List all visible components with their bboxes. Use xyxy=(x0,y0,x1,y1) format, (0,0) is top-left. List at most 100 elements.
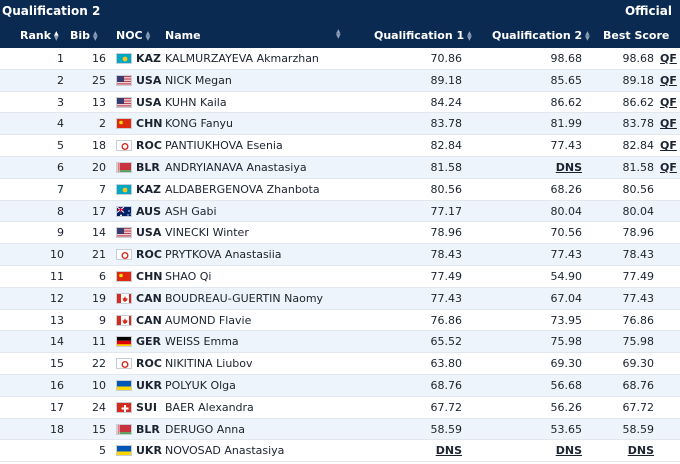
qualification-2-score: 69.30 xyxy=(550,357,583,371)
results-table-body: 1 16 KAZ KALMURZAYEVA Akmarzhan 70.86 98… xyxy=(0,48,680,463)
qualified-badge: QF xyxy=(660,139,677,153)
table-row[interactable]: 13 9 CAN AUMOND Flavie 76.86 73.95 76.86 xyxy=(0,310,680,332)
rank-cell: 11 xyxy=(50,269,64,283)
athlete-name[interactable]: VINECKI Winter xyxy=(165,226,249,240)
table-row[interactable]: 1 16 KAZ KALMURZAYEVA Akmarzhan 70.86 98… xyxy=(0,48,680,70)
noc-cell: AUS xyxy=(136,204,162,218)
rank-cell: 5 xyxy=(57,139,64,153)
athlete-name[interactable]: NICK Megan xyxy=(165,73,232,87)
athlete-name[interactable]: WEISS Emma xyxy=(165,335,239,349)
rank-cell: 10 xyxy=(50,248,64,262)
can-flag-icon xyxy=(116,314,132,326)
rank-cell: 1 xyxy=(57,52,64,65)
qualification-2-score: 85.65 xyxy=(550,73,583,87)
best-score: 67.72 xyxy=(622,400,655,414)
table-row[interactable]: 15 22 ROC NIKITINA Liubov 63.80 69.30 69… xyxy=(0,353,680,375)
athlete-name[interactable]: KUHN Kaila xyxy=(165,95,227,109)
rank-cell: 2 xyxy=(57,73,64,87)
table-row[interactable]: 3 13 USA KUHN Kaila 84.24 86.62 86.62 QF xyxy=(0,92,680,114)
rank-cell: 14 xyxy=(50,335,64,349)
noc-cell: ROC xyxy=(136,357,162,371)
usa-flag-icon xyxy=(116,96,132,108)
column-header-rank[interactable]: Rank ▲ ▼ xyxy=(20,29,59,42)
noc-cell: USA xyxy=(136,73,162,87)
athlete-name[interactable]: SHAO Qi xyxy=(165,269,212,283)
athlete-name[interactable]: NOVOSAD Anastasiya xyxy=(165,444,285,458)
qualification-2-score: 70.56 xyxy=(550,226,583,240)
table-row[interactable]: 18 15 BLR DERUGO Anna 58.59 53.65 58.59 xyxy=(0,418,680,441)
bib-cell: 19 xyxy=(92,291,106,305)
athlete-name[interactable]: AUMOND Flavie xyxy=(165,313,252,327)
best-score: 78.43 xyxy=(622,248,655,262)
table-row[interactable]: 5 UKR NOVOSAD Anastasiya DNS DNS DNS xyxy=(0,440,680,463)
athlete-name[interactable]: PANTIUKHOVA Esenia xyxy=(165,139,283,153)
athlete-name[interactable]: POLYUK Olga xyxy=(165,378,236,392)
best-score: 86.62 xyxy=(622,95,655,109)
noc-cell: CHN xyxy=(136,269,163,283)
athlete-name[interactable]: KONG Fanyu xyxy=(165,117,234,131)
qualification-1-score: 81.58 xyxy=(430,160,463,174)
rank-cell: 9 xyxy=(57,226,64,240)
qualification-1-score: 80.56 xyxy=(430,182,463,196)
best-score: 76.86 xyxy=(622,313,655,327)
column-label: Name xyxy=(165,29,201,42)
noc-cell: ROC xyxy=(136,139,162,153)
best-score: 75.98 xyxy=(622,335,655,349)
table-row[interactable]: 5 18 ROC PANTIUKHOVA Esenia 82.84 77.43 … xyxy=(0,135,680,157)
athlete-name[interactable]: ASH Gabi xyxy=(165,204,217,218)
noc-cell: BLR xyxy=(136,160,160,174)
noc-cell: KAZ xyxy=(136,182,162,196)
column-label: Qualification 2 xyxy=(492,29,583,42)
athlete-name[interactable]: PRYTKOVA Anastasiia xyxy=(165,248,282,262)
table-row[interactable]: 8 17 AUS ASH Gabi 77.17 80.04 80.04 xyxy=(0,200,680,223)
table-row[interactable]: 4 2 CHN KONG Fanyu 83.78 81.99 83.78 QF xyxy=(0,113,680,136)
qualification-1-score: 78.96 xyxy=(430,226,463,240)
athlete-name[interactable]: BOUDREAU-GUERTIN Naomy xyxy=(165,291,324,305)
athlete-name[interactable]: DERUGO Anna xyxy=(165,422,246,436)
table-row[interactable]: 11 6 CHN SHAO Qi 77.49 54.90 77.49 xyxy=(0,266,680,288)
column-header-best-score[interactable]: Best Score xyxy=(603,29,669,42)
rank-cell: 3 xyxy=(57,95,64,109)
table-header: Rank ▲ ▼ Bib ▲ ▼ NOC ▲ ▼ Name ▲ ▼ Qualificat… xyxy=(0,24,680,48)
athlete-name[interactable]: BAER Alexandra xyxy=(165,400,254,414)
bib-cell: 20 xyxy=(92,160,106,174)
page-title: Qualification 2 xyxy=(2,4,101,18)
table-row[interactable]: 12 19 CAN BOUDREAU-GUERTIN Naomy 77.43 6… xyxy=(0,287,680,310)
best-score: 80.56 xyxy=(622,182,655,196)
noc-cell: UKR xyxy=(136,444,162,458)
usa-flag-icon xyxy=(116,74,132,86)
bib-cell: 22 xyxy=(92,357,106,371)
qualification-2-score: 86.62 xyxy=(550,95,583,109)
table-row[interactable]: 2 25 USA NICK Megan 89.18 85.65 89.18 QF xyxy=(0,69,680,92)
qualification-2-score: 77.43 xyxy=(550,139,583,153)
athlete-name[interactable]: NIKITINA Liubov xyxy=(165,357,253,371)
column-header-qualification-1[interactable]: Qualification 1 ▲ ▼ xyxy=(374,29,472,42)
bib-cell: 10 xyxy=(92,378,106,392)
bib-cell: 13 xyxy=(92,95,106,109)
column-header-noc[interactable]: NOC ▲ ▼ xyxy=(116,29,150,42)
table-row[interactable]: 7 7 KAZ ALDABERGENOVA Zhanbota 80.56 68.… xyxy=(0,179,680,201)
qualification-1-score: 58.59 xyxy=(430,422,463,436)
best-score: 81.58 xyxy=(622,160,655,174)
noc-cell: KAZ xyxy=(136,52,162,65)
table-row[interactable]: 17 24 SUI BAER Alexandra 67.72 56.26 67.… xyxy=(0,397,680,419)
athlete-name[interactable]: ALDABERGENOVA Zhanbota xyxy=(165,182,320,196)
column-header-name-sort[interactable]: ▲ ▼ xyxy=(336,29,341,40)
athlete-name[interactable]: ANDRYIANAVA Anastasiya xyxy=(165,160,307,174)
best-score: 82.84 xyxy=(622,139,655,153)
athlete-name[interactable]: KALMURZAYEVA Akmarzhan xyxy=(165,52,319,65)
qualification-2-score: 77.43 xyxy=(550,248,583,262)
table-row[interactable]: 14 11 GER WEISS Emma 65.52 75.98 75.98 xyxy=(0,331,680,354)
table-row[interactable]: 16 10 UKR POLYUK Olga 68.76 56.68 68.76 xyxy=(0,374,680,397)
table-row[interactable]: 10 21 ROC PRYTKOVA Anastasiia 78.43 77.4… xyxy=(0,244,680,266)
column-header-qualification-2[interactable]: Qualification 2 ▲ ▼ xyxy=(492,29,590,42)
table-row[interactable]: 9 14 USA VINECKI Winter 78.96 70.56 78.9… xyxy=(0,222,680,245)
column-header-name[interactable]: Name xyxy=(165,29,201,42)
ger-flag-icon xyxy=(116,336,132,348)
column-header-bib[interactable]: Bib ▲ ▼ xyxy=(70,29,98,42)
noc-cell: CAN xyxy=(136,291,162,305)
usa-flag-icon xyxy=(116,227,132,239)
bib-cell: 15 xyxy=(92,422,106,436)
noc-cell: CHN xyxy=(136,117,163,131)
table-row[interactable]: 6 20 BLR ANDRYIANAVA Anastasiya 81.58 DN… xyxy=(0,156,680,179)
